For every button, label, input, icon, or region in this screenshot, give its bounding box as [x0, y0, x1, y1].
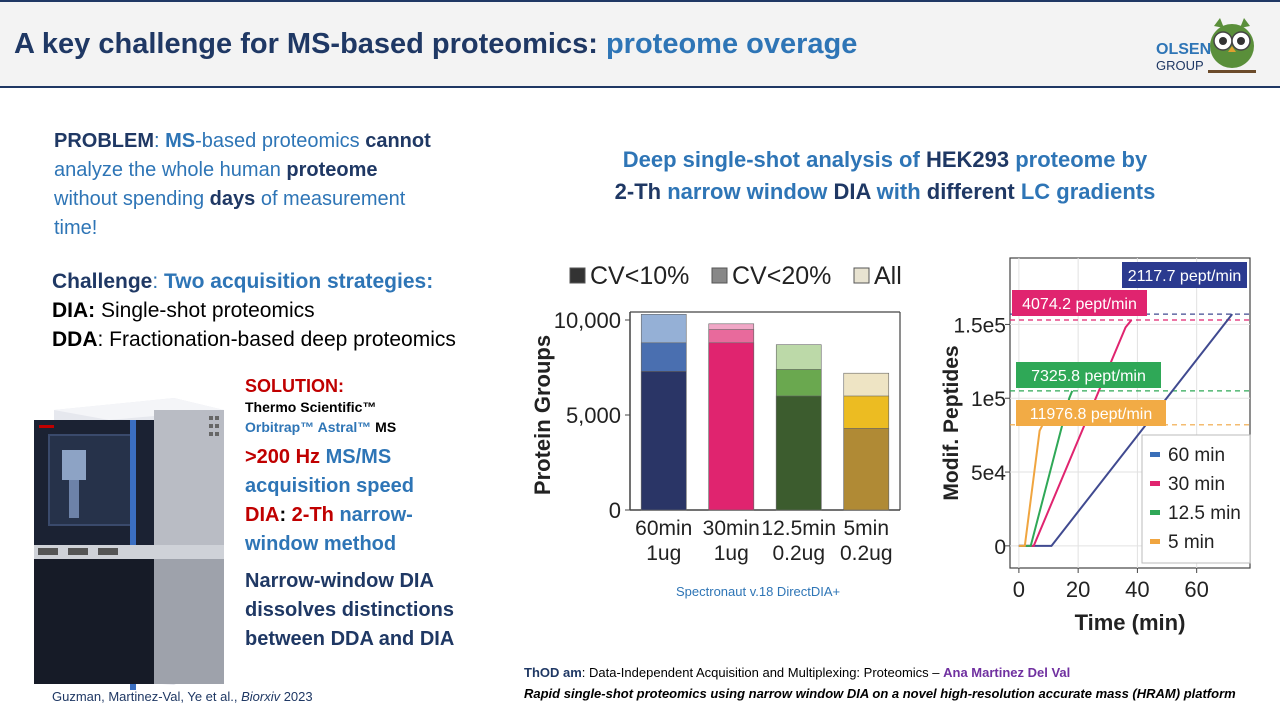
x-tick-label-line2: 1ug: [646, 542, 681, 565]
y-tick-label: 1.5e5: [953, 314, 1006, 337]
legend-label-0: 60 min: [1168, 445, 1225, 466]
legend-label-1: 30 min: [1168, 474, 1225, 495]
x-tick-label: 20: [1066, 577, 1090, 602]
x-tick-label-line2: 0.2ug: [840, 542, 893, 565]
modified-peptides-line-chart: 0 20 40 60 0 5e4 1e5 1.5e5 Time (min) Modif. Pept…: [940, 257, 1251, 635]
owl-icon: [1208, 18, 1256, 73]
y-tick-label: 10,000: [554, 308, 621, 333]
thermo-line: Thermo Scientific™: [245, 399, 377, 415]
legend-swatch-0: [1150, 452, 1160, 457]
y-axis-label: Protein Groups: [530, 335, 555, 495]
solution-label: SOLUTION:: [245, 376, 344, 396]
header-bar: [0, 0, 1280, 88]
rate-box-5 min: [1016, 400, 1166, 426]
x-tick-label-line1: 5min: [843, 517, 889, 540]
software-note: Spectronaut v.18 DirectDIA+: [676, 584, 841, 599]
rate-label-12.5 min: 7325.8 pept/min: [1031, 368, 1146, 385]
bar-3-CV<10%: [843, 428, 890, 511]
olsen-group-logo: [1208, 18, 1256, 73]
legend-swatch-2: [1150, 510, 1160, 515]
logo-text-olsen: OLSEN: [1156, 41, 1212, 58]
bar-1-CV<10%: [708, 342, 755, 511]
x-axis-label: Time (min): [1075, 610, 1186, 635]
bar-0-CV<10%: [640, 371, 687, 511]
citation: Guzman, Martinez-Val, Ye et al., Biorxiv…: [52, 689, 313, 704]
dia-line: DIA: Single-shot proteomics: [52, 299, 315, 322]
y-tick-label: 0: [994, 536, 1006, 559]
rate-label-60 min: 2117.7 pept/min: [1128, 268, 1242, 285]
orbitrap-line: Orbitrap™ Astral™ MS: [245, 419, 397, 435]
rate-box-12.5 min: [1016, 362, 1161, 388]
x-tick-label-line2: 1ug: [714, 542, 749, 565]
legend-label-2: 12.5 min: [1168, 503, 1241, 524]
rate-label-30 min: 4074.2 pept/min: [1022, 296, 1137, 313]
series-line-5 min: [1018, 424, 1044, 547]
x-tick-label: 0: [1013, 577, 1025, 602]
orbitrap-astral-instrument-image: [34, 398, 224, 690]
speed-line: >200 Hz MS/MS acquisition speed: [245, 446, 414, 497]
rate-box-60 min: [1122, 262, 1247, 288]
problem-statement: PROBLEM: MS-based proteomics cannot anal…: [54, 130, 431, 239]
dia-method-line: DIA: 2-Th narrow-window method: [245, 504, 413, 555]
x-tick-label: 40: [1125, 577, 1149, 602]
logo-text-group: GROUP: [1156, 58, 1204, 73]
legend-swatch-2: [853, 267, 870, 284]
dda-line: DDA: Fractionation-based deep proteomics: [52, 328, 456, 351]
y-tick-label: 0: [609, 498, 621, 523]
x-tick-label: 60: [1184, 577, 1208, 602]
y-axis-label: Modif. Peptides: [940, 345, 963, 500]
y-tick-label: 5e4: [971, 462, 1006, 485]
solution-block: SOLUTION: Thermo Scientific™ Orbitrap™ A…: [245, 375, 505, 654]
y-tick-label: 1e5: [971, 388, 1006, 411]
rate-label-5 min: 11976.8 pept/min: [1030, 406, 1152, 423]
challenge-block: Challenge: Two acquisition strategies: D…: [52, 267, 472, 354]
x-tick-label-line1: 60min: [635, 517, 692, 540]
legend-label-3: 5 min: [1168, 532, 1214, 553]
legend-swatch-3: [1150, 539, 1160, 544]
legend-label-1: CV<20%: [732, 262, 831, 290]
x-tick-label-line1: 12.5min: [761, 517, 836, 540]
x-tick-label-line1: 30min: [703, 517, 760, 540]
y-tick-label: 5,000: [566, 403, 621, 428]
legend-swatch-0: [569, 267, 586, 284]
x-tick-label-line2: 0.2ug: [772, 542, 825, 565]
challenge-heading: Challenge: Two acquisition strategies:: [52, 270, 434, 293]
legend-label-0: CV<10%: [590, 262, 689, 290]
legend-label-2: All: [874, 262, 902, 290]
legend-swatch-1: [711, 267, 728, 284]
slide-title: A key challenge for MS-based proteomics:…: [14, 28, 858, 60]
bar-2-CV<10%: [775, 395, 822, 511]
session-line: ThOD am: Data-Independent Acquisition an…: [524, 665, 1071, 680]
rate-box-30 min: [1012, 290, 1147, 316]
narrow-window-statement: Narrow-window DIA dissolves distinctions…: [245, 570, 455, 650]
chart-heading: Deep single-shot analysis of HEK293 prot…: [614, 147, 1156, 204]
legend-swatch-1: [1150, 481, 1160, 486]
session-subtitle: Rapid single-shot proteomics using narro…: [524, 686, 1236, 701]
